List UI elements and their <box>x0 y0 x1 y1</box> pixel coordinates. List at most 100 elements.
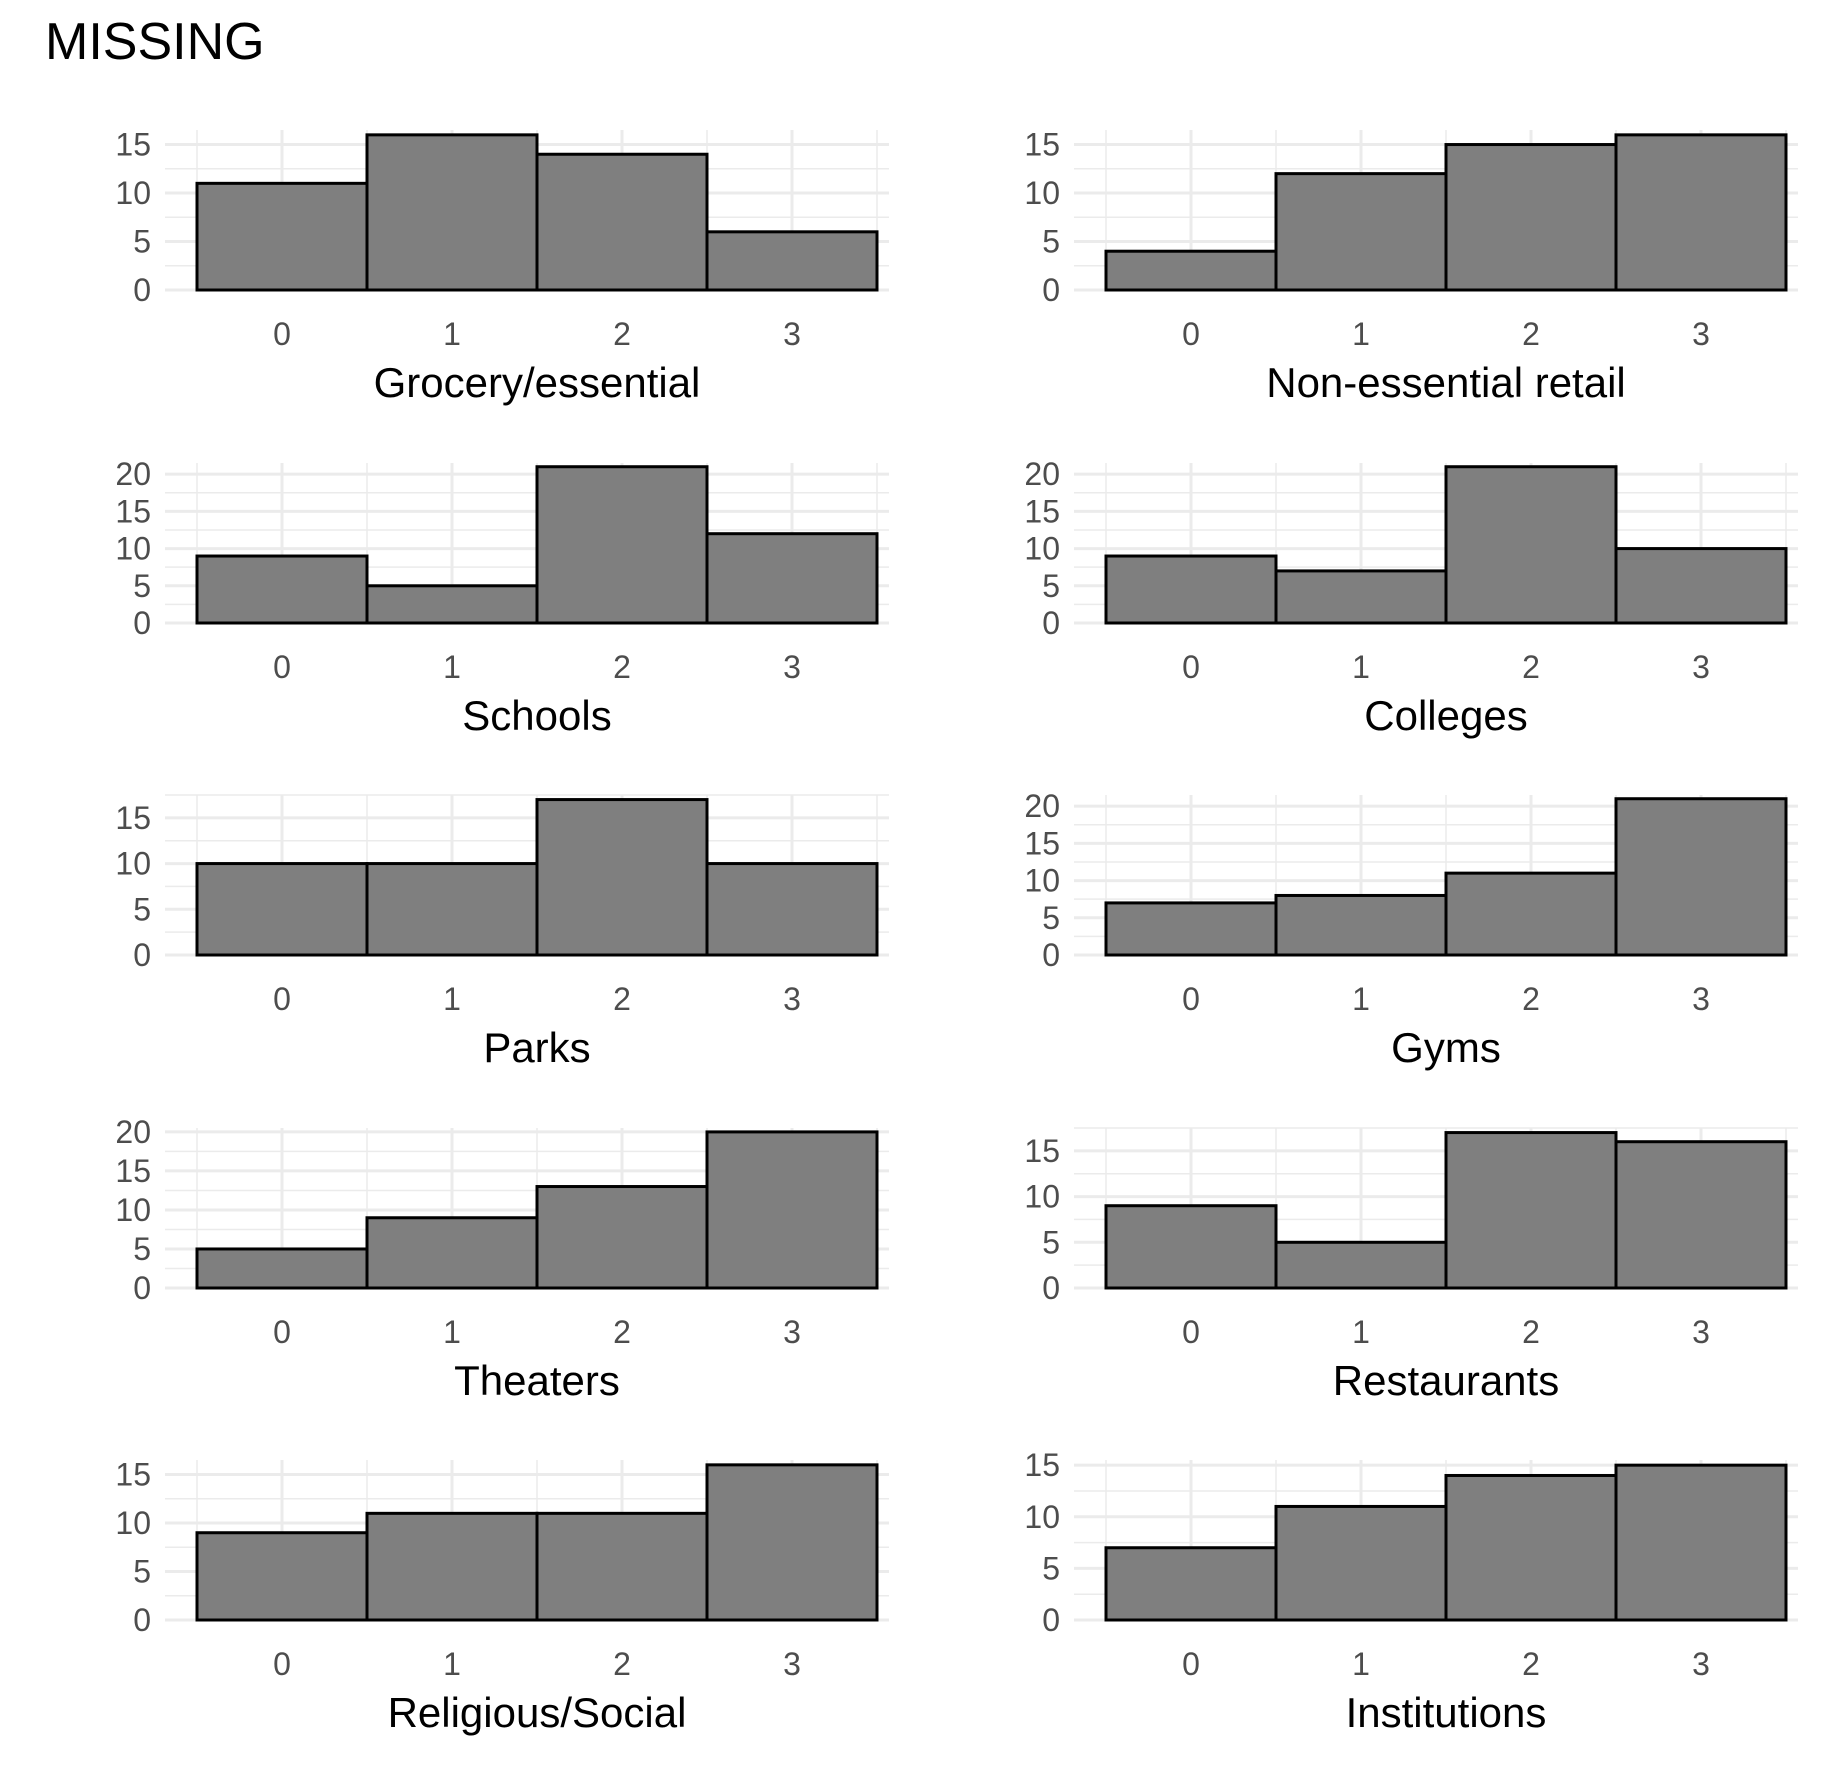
y-tick-label: 10 <box>1024 1179 1060 1215</box>
x-tick-label: 3 <box>783 1314 801 1350</box>
histogram-bar <box>1614 133 1788 292</box>
x-tick-label: 0 <box>1182 1646 1200 1682</box>
histogram-bar <box>365 1216 539 1290</box>
histogram-bar <box>195 1247 369 1290</box>
facet-panel-9: 0 5 10 15 0 1 2 3 Institutions <box>1024 1447 1798 1736</box>
x-axis-label: Colleges <box>1364 692 1527 739</box>
y-tick-label: 20 <box>1024 788 1060 824</box>
histogram-bar <box>1444 871 1618 957</box>
histogram-bar <box>705 532 879 625</box>
x-tick-label: 3 <box>783 981 801 1017</box>
y-tick-label: 15 <box>115 1457 151 1493</box>
x-tick-label: 2 <box>1522 1646 1540 1682</box>
x-tick-label: 0 <box>273 316 291 352</box>
histogram-bar <box>1444 143 1618 292</box>
y-tick-label: 10 <box>115 1192 151 1228</box>
histogram-bar <box>1614 547 1788 625</box>
histogram-bar <box>705 230 879 292</box>
x-tick-label: 2 <box>613 981 631 1017</box>
x-axis-label: Institutions <box>1346 1689 1547 1736</box>
histogram-bar <box>1274 569 1448 625</box>
y-tick-label: 0 <box>1042 937 1060 973</box>
facet-panel-7: 0 5 10 15 0 1 2 3 Restaurants <box>1024 1127 1798 1404</box>
x-tick-label: 3 <box>783 649 801 685</box>
x-tick-label: 0 <box>1182 649 1200 685</box>
x-tick-label: 2 <box>1522 1314 1540 1350</box>
facet-panel-4: 0 5 10 15 0 1 2 3 Parks <box>115 794 889 1071</box>
histogram-bar <box>1274 1240 1448 1290</box>
x-tick-label: 1 <box>1352 649 1370 685</box>
histogram-bar <box>1104 554 1278 625</box>
histogram-bar <box>1274 172 1448 292</box>
histogram-bar <box>365 1511 539 1622</box>
y-tick-label: 0 <box>1042 1602 1060 1638</box>
histogram-bar <box>1444 465 1618 625</box>
histogram-bar <box>535 1185 709 1290</box>
x-axis-label: Non-essential retail <box>1266 359 1626 406</box>
y-tick-label: 10 <box>115 846 151 882</box>
facet-panel-1: 0 5 10 15 0 1 2 3 Non-essential retail <box>1024 127 1798 406</box>
y-tick-label: 0 <box>133 272 151 308</box>
y-tick-label: 10 <box>1024 863 1060 899</box>
x-tick-label: 1 <box>1352 1646 1370 1682</box>
x-tick-label: 3 <box>1692 1646 1710 1682</box>
y-tick-label: 0 <box>1042 1270 1060 1306</box>
y-tick-label: 0 <box>133 937 151 973</box>
x-tick-label: 0 <box>273 981 291 1017</box>
histogram-bar <box>1104 901 1278 957</box>
histogram-bar <box>1614 1463 1788 1622</box>
histogram-bar <box>1614 797 1788 957</box>
x-tick-label: 2 <box>1522 316 1540 352</box>
x-axis-label: Theaters <box>454 1357 620 1404</box>
x-tick-label: 1 <box>1352 981 1370 1017</box>
x-tick-label: 3 <box>783 1646 801 1682</box>
y-tick-label: 0 <box>133 1270 151 1306</box>
y-tick-label: 15 <box>1024 1133 1060 1169</box>
x-tick-label: 0 <box>1182 1314 1200 1350</box>
histogram-bar <box>195 862 369 957</box>
y-tick-label: 15 <box>115 127 151 163</box>
x-tick-label: 2 <box>613 1646 631 1682</box>
x-axis-label: Schools <box>462 692 611 739</box>
histogram-bar <box>1104 1204 1278 1290</box>
y-tick-label: 0 <box>1042 272 1060 308</box>
y-tick-label: 10 <box>115 531 151 567</box>
x-tick-label: 2 <box>613 649 631 685</box>
histogram-bar <box>365 133 539 292</box>
histogram-bar <box>365 584 539 625</box>
histogram-bar <box>365 862 539 957</box>
y-tick-label: 15 <box>1024 127 1060 163</box>
histogram-bar <box>535 465 709 625</box>
y-tick-label: 5 <box>133 891 151 927</box>
histogram-bar <box>1104 1546 1278 1622</box>
y-tick-label: 15 <box>1024 825 1060 861</box>
y-tick-label: 5 <box>1042 568 1060 604</box>
y-tick-label: 20 <box>115 456 151 492</box>
y-tick-label: 15 <box>115 1153 151 1189</box>
y-tick-label: 5 <box>133 224 151 260</box>
histogram-bar <box>535 152 709 292</box>
x-tick-label: 0 <box>273 1314 291 1350</box>
y-tick-label: 0 <box>133 605 151 641</box>
x-tick-label: 2 <box>1522 981 1540 1017</box>
histogram-bar <box>195 181 369 292</box>
histogram-bar <box>1104 249 1278 292</box>
y-tick-label: 5 <box>1042 1550 1060 1586</box>
x-tick-label: 1 <box>443 1646 461 1682</box>
x-tick-label: 1 <box>1352 316 1370 352</box>
y-tick-label: 0 <box>133 1602 151 1638</box>
x-tick-label: 3 <box>1692 981 1710 1017</box>
x-axis-label: Parks <box>483 1024 590 1071</box>
histogram-bar <box>705 1463 879 1622</box>
facet-panel-8: 0 5 10 15 0 1 2 3 Religious/Social <box>115 1457 889 1736</box>
x-tick-label: 3 <box>1692 649 1710 685</box>
y-tick-label: 0 <box>1042 605 1060 641</box>
y-tick-label: 5 <box>1042 224 1060 260</box>
y-tick-label: 20 <box>1024 456 1060 492</box>
x-tick-label: 0 <box>273 1646 291 1682</box>
x-axis-label: Restaurants <box>1333 1357 1559 1404</box>
